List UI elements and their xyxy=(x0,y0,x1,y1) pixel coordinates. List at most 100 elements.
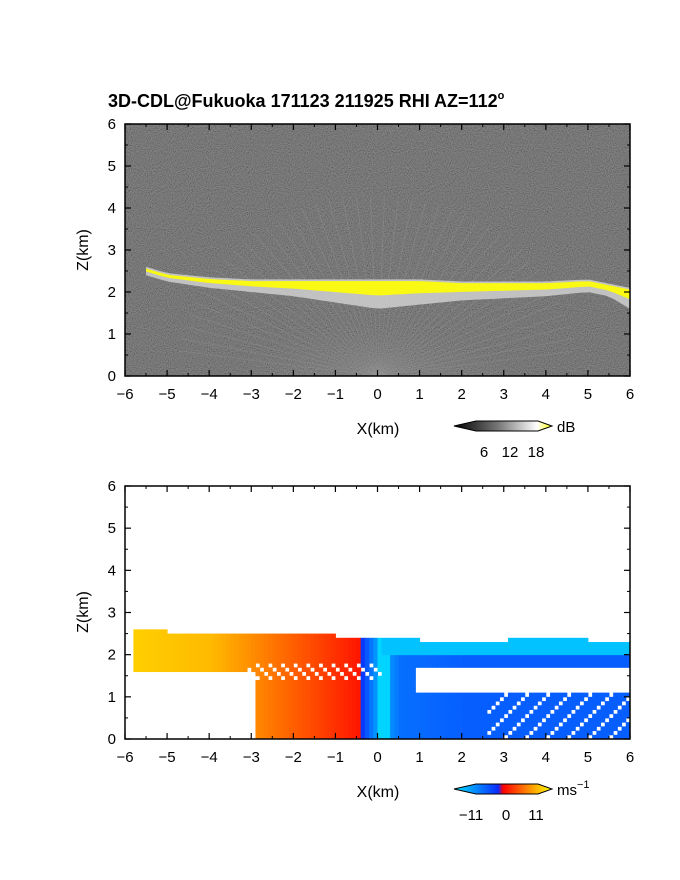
velocity-cell xyxy=(352,713,357,719)
velocity-cell xyxy=(188,637,193,643)
velocity-cell xyxy=(550,705,555,710)
velocity-cell xyxy=(369,684,374,689)
velocity-cell xyxy=(339,701,345,706)
velocity-cell xyxy=(221,663,227,668)
velocity-heatmap xyxy=(125,486,630,739)
velocity-cell xyxy=(499,650,505,656)
velocity-cell xyxy=(276,688,282,694)
velocity-cell xyxy=(381,701,387,706)
velocity-cell xyxy=(259,633,265,639)
velocity-cell xyxy=(356,658,362,664)
velocity-cell xyxy=(343,717,349,723)
velocity-cell xyxy=(402,696,408,702)
velocity-cell xyxy=(419,658,425,664)
velocity-cell xyxy=(461,642,467,647)
signal-ytick-label: 0 xyxy=(108,368,116,385)
velocity-cell xyxy=(318,646,324,651)
velocity-cell xyxy=(402,675,408,681)
velocity-cell xyxy=(562,663,568,668)
velocity-cell xyxy=(541,663,547,668)
velocity-cell xyxy=(385,713,391,719)
velocity-cell xyxy=(158,646,164,651)
velocity-cell xyxy=(390,654,395,660)
velocity-cell xyxy=(533,692,538,698)
velocity-cell xyxy=(272,696,277,702)
velocity-cell xyxy=(280,650,286,656)
velocity-cell xyxy=(541,730,547,736)
velocity-cell xyxy=(297,663,303,668)
velocity-cell xyxy=(461,654,467,660)
velocity-cell xyxy=(432,734,437,739)
velocity-cell xyxy=(242,637,248,643)
velocity-cell xyxy=(284,701,290,706)
velocity-cell xyxy=(482,701,488,706)
velocity-cell xyxy=(558,692,564,698)
velocity-cell xyxy=(314,726,320,732)
velocity-cell xyxy=(516,726,522,732)
velocity-cell xyxy=(537,696,543,702)
velocity-cell xyxy=(406,679,412,685)
velocity-cell xyxy=(179,650,185,656)
velocity-cell xyxy=(327,730,332,736)
velocity-xtick-label: −3 xyxy=(243,749,260,766)
velocity-cell xyxy=(213,654,219,660)
velocity-cell xyxy=(200,633,206,639)
velocity-cell xyxy=(432,646,437,651)
velocity-cell xyxy=(449,663,454,668)
velocity-cell xyxy=(406,688,412,694)
velocity-cell xyxy=(390,650,395,656)
velocity-cell xyxy=(545,646,551,651)
velocity-cell xyxy=(524,654,530,660)
velocity-cell xyxy=(406,726,412,732)
velocity-cell xyxy=(335,663,341,668)
velocity-cell xyxy=(133,663,139,668)
velocity-cell xyxy=(390,684,395,689)
velocity-cell xyxy=(449,730,454,736)
velocity-cell xyxy=(158,658,164,664)
velocity-cell xyxy=(550,696,555,702)
velocity-cell xyxy=(276,696,282,702)
velocity-cell xyxy=(406,667,412,673)
velocity-cell xyxy=(310,722,315,727)
velocity-cell xyxy=(432,696,437,702)
velocity-cell xyxy=(331,726,336,732)
velocity-cell xyxy=(141,637,147,643)
velocity-cell xyxy=(520,726,526,732)
velocity-cell xyxy=(406,671,412,677)
velocity-cell xyxy=(524,705,530,710)
velocity-cell xyxy=(356,642,362,647)
velocity-cell xyxy=(377,663,383,668)
velocity-cell xyxy=(507,713,513,719)
velocity-cell xyxy=(461,646,467,651)
velocity-cell xyxy=(314,658,320,664)
velocity-cell xyxy=(520,730,526,736)
velocity-cell xyxy=(272,717,277,723)
velocity-cell xyxy=(314,717,320,723)
velocity-cell xyxy=(533,637,538,643)
signal-fan-rays xyxy=(179,196,576,376)
velocity-cell xyxy=(507,663,513,668)
velocity-cell xyxy=(213,633,219,639)
velocity-cell xyxy=(385,650,391,656)
velocity-cell xyxy=(491,701,496,706)
velocity-cell xyxy=(272,709,277,715)
velocity-cell xyxy=(482,663,488,668)
velocity-cell xyxy=(259,717,265,723)
velocity-cell xyxy=(558,642,564,647)
velocity-cell xyxy=(541,713,547,719)
velocity-cell xyxy=(608,730,614,736)
velocity-cell xyxy=(478,730,484,736)
velocity-cell xyxy=(432,654,437,660)
velocity-cell xyxy=(318,654,324,660)
velocity-cell xyxy=(158,637,164,643)
velocity-cell xyxy=(297,650,303,656)
velocity-cell xyxy=(415,658,421,664)
velocity-cell xyxy=(385,709,391,715)
velocity-cell xyxy=(171,658,176,664)
velocity-cell xyxy=(411,667,416,673)
velocity-cell xyxy=(571,701,576,706)
velocity-cell xyxy=(293,717,299,723)
velocity-cell xyxy=(554,654,559,660)
velocity-colorbar-bar xyxy=(453,783,554,795)
velocity-cell xyxy=(255,684,261,689)
